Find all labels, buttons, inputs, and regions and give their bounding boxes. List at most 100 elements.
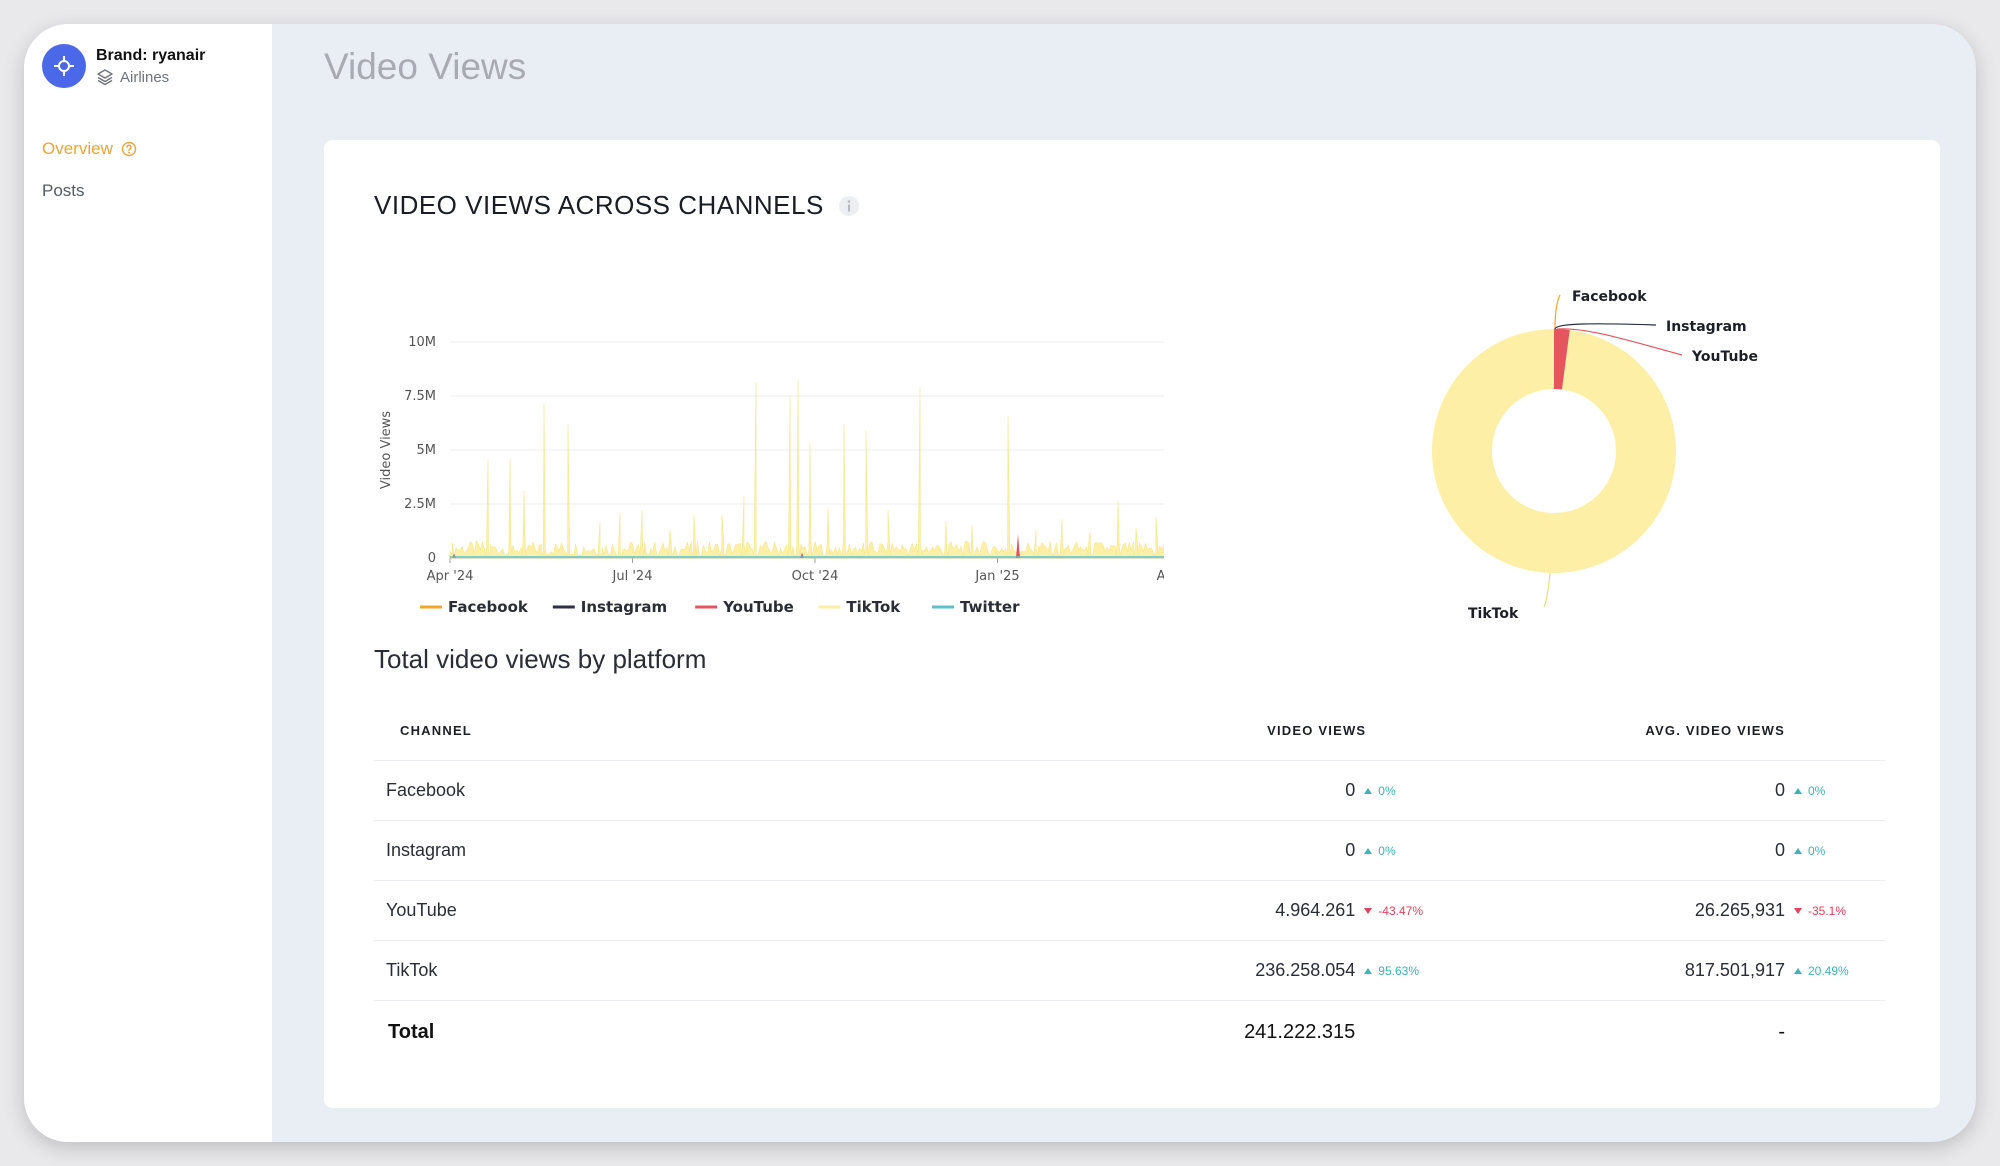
arrow-up-icon bbox=[1364, 967, 1373, 974]
y-tick-label: 0 bbox=[428, 551, 436, 566]
avg-video-views-cell: 26.265,931 -35.1% bbox=[1424, 880, 1886, 941]
sidebar-item-posts[interactable]: Posts bbox=[42, 170, 137, 212]
help-icon[interactable] bbox=[121, 141, 137, 157]
video-views-timeline-chart[interactable]: 0 2.5M 5M 7.5M 10M Video Views Apr '24 Jul '24 O… bbox=[364, 240, 1164, 630]
arrow-up-icon bbox=[1794, 847, 1802, 854]
video-views-card: VIDEO VIEWS ACROSS CHANNELS 0 2.5M 5M 7.5M 1… bbox=[324, 140, 1940, 1108]
total-label-cell: Total bbox=[374, 1001, 814, 1064]
avg-video-views-value: 0 bbox=[1774, 840, 1785, 860]
platform-table: CHANNEL VIDEO VIEWS AVG. VIDEO VIEWS Fac… bbox=[374, 700, 1886, 1063]
y-tick-label: 7.5M bbox=[404, 389, 436, 404]
series-tiktok-area[interactable] bbox=[447, 378, 1164, 559]
legend-label: Instagram bbox=[581, 598, 667, 616]
donut-label: Facebook bbox=[1572, 289, 1647, 305]
legend-item-tiktok[interactable]: TikTok bbox=[818, 598, 901, 616]
video-views-value: 0 bbox=[1345, 780, 1356, 800]
donut-label: TikTok bbox=[1468, 606, 1519, 622]
column-header-avg-video-views[interactable]: AVG. VIDEO VIEWS bbox=[1424, 700, 1886, 761]
video-views-change: 95.63% bbox=[1363, 964, 1419, 978]
table-header-row: CHANNEL VIDEO VIEWS AVG. VIDEO VIEWS bbox=[374, 700, 1886, 761]
video-views-donut-chart[interactable]: Facebook Instagram YouTube TikTok bbox=[1374, 265, 1814, 625]
donut-label: YouTube bbox=[1691, 349, 1758, 365]
total-label: Total bbox=[388, 1020, 435, 1043]
legend-item-twitter[interactable]: Twitter bbox=[932, 598, 1020, 616]
channel-cell: Facebook bbox=[374, 760, 815, 821]
y-tick-label: 10M bbox=[408, 335, 436, 350]
brand-name: Brand: ryanair bbox=[96, 47, 206, 64]
donut-leader-line bbox=[1556, 328, 1683, 356]
table-row: Instagram 0 0% 0 0% bbox=[374, 820, 1886, 881]
arrow-down-icon bbox=[1364, 907, 1373, 914]
sidebar: Brand: ryanair Airlines Overview bbox=[24, 24, 272, 1142]
section-title: VIDEO VIEWS ACROSS CHANNELS bbox=[374, 190, 860, 221]
change-value: -43.47% bbox=[1378, 903, 1423, 918]
change-value: 0% bbox=[1378, 783, 1396, 798]
y-tick-label: 2.5M bbox=[404, 497, 436, 512]
arrow-up-icon bbox=[1794, 787, 1802, 794]
y-axis-label: Video Views bbox=[379, 411, 394, 489]
app-window: Brand: ryanair Airlines Overview bbox=[24, 24, 1976, 1142]
table-row: Facebook 0 0% 0 0% bbox=[374, 760, 1886, 821]
arrow-up-icon bbox=[1794, 967, 1802, 974]
avg-video-views-cell: 0 0% bbox=[1424, 820, 1886, 881]
video-views-value: 236.258.054 bbox=[1255, 960, 1356, 980]
donut-slice-tiktok[interactable] bbox=[1432, 329, 1676, 573]
x-tick-label: Jan '25 bbox=[974, 569, 1019, 584]
sidebar-item-overview[interactable]: Overview bbox=[42, 128, 137, 170]
legend-item-youtube[interactable]: YouTube bbox=[695, 598, 794, 616]
brand-category: Airlines bbox=[96, 68, 205, 86]
donut-slice-youtube[interactable] bbox=[1554, 329, 1570, 390]
section-title-text: VIDEO VIEWS ACROSS CHANNELS bbox=[374, 190, 824, 220]
channel-name: YouTube bbox=[386, 900, 457, 920]
avg-video-views-change: -35.1% bbox=[1793, 904, 1846, 918]
channel-cell: TikTok bbox=[374, 940, 815, 1001]
arrow-up-icon bbox=[1364, 787, 1373, 794]
brand-header[interactable]: Brand: ryanair Airlines bbox=[42, 44, 205, 88]
video-views-change: 0% bbox=[1363, 843, 1396, 858]
legend-label: YouTube bbox=[722, 598, 794, 616]
info-icon[interactable] bbox=[838, 195, 860, 217]
total-avg-value: - bbox=[1778, 1020, 1785, 1043]
total-avg-cell: - bbox=[1424, 1001, 1886, 1064]
layers-icon bbox=[97, 69, 113, 86]
brand-category-label: Airlines bbox=[120, 68, 170, 86]
donut-leader-line bbox=[1554, 323, 1657, 330]
total-views-cell: 241.222.315 bbox=[814, 1001, 1424, 1064]
avg-video-views-cell: 0 0% bbox=[1424, 760, 1886, 821]
avg-video-views-value: 26.265,931 bbox=[1694, 900, 1785, 920]
column-header-video-views[interactable]: VIDEO VIEWS bbox=[814, 700, 1424, 761]
avg-video-views-value: 0 bbox=[1774, 780, 1785, 800]
video-views-cell: 236.258.054 95.63% bbox=[814, 940, 1424, 1001]
arrow-down-icon bbox=[1794, 907, 1802, 914]
donut-leader-line bbox=[1543, 572, 1551, 608]
avg-video-views-change: 0% bbox=[1793, 784, 1825, 798]
x-tick-label: Apr '24 bbox=[427, 569, 474, 584]
video-views-change: 0% bbox=[1363, 783, 1396, 798]
arrow-up-icon bbox=[1364, 847, 1373, 854]
legend-item-facebook[interactable]: Facebook bbox=[420, 598, 529, 616]
x-tick-label: Jul '24 bbox=[612, 569, 653, 584]
channel-name: Instagram bbox=[386, 840, 467, 860]
table-row: YouTube 4.964.261 -43.47% 26.265,931 -35.1% bbox=[374, 880, 1886, 941]
video-views-cell: 4.964.261 -43.47% bbox=[814, 880, 1424, 941]
video-views-value: 0 bbox=[1345, 840, 1356, 860]
table-row: TikTok 236.258.054 95.63% 817.501,917 20.49% bbox=[374, 940, 1886, 1001]
sidebar-item-label: Overview bbox=[42, 139, 113, 158]
main-content: Video Views VIDEO VIEWS ACROSS CHANNELS … bbox=[272, 24, 1976, 1142]
avg-video-views-change: 0% bbox=[1793, 844, 1825, 858]
x-tick-label: Apr '25 bbox=[1157, 569, 1164, 584]
sidebar-nav: Overview Posts bbox=[42, 128, 137, 212]
legend-label: Facebook bbox=[448, 598, 529, 616]
video-views-cell: 0 0% bbox=[814, 820, 1424, 881]
video-views-change: -43.47% bbox=[1363, 904, 1423, 918]
change-value: 0% bbox=[1378, 843, 1396, 858]
sidebar-item-label: Posts bbox=[42, 181, 85, 200]
avg-video-views-change: 20.49% bbox=[1793, 964, 1849, 978]
channel-name: TikTok bbox=[386, 960, 438, 980]
legend-item-instagram[interactable]: Instagram bbox=[552, 598, 667, 616]
series-youtube-point[interactable] bbox=[1016, 534, 1020, 558]
column-header-channel[interactable]: CHANNEL bbox=[374, 700, 815, 761]
x-tick-label: Oct '24 bbox=[792, 569, 839, 584]
change-value: -35.1% bbox=[1808, 903, 1847, 918]
brand-logo-icon bbox=[42, 44, 86, 88]
